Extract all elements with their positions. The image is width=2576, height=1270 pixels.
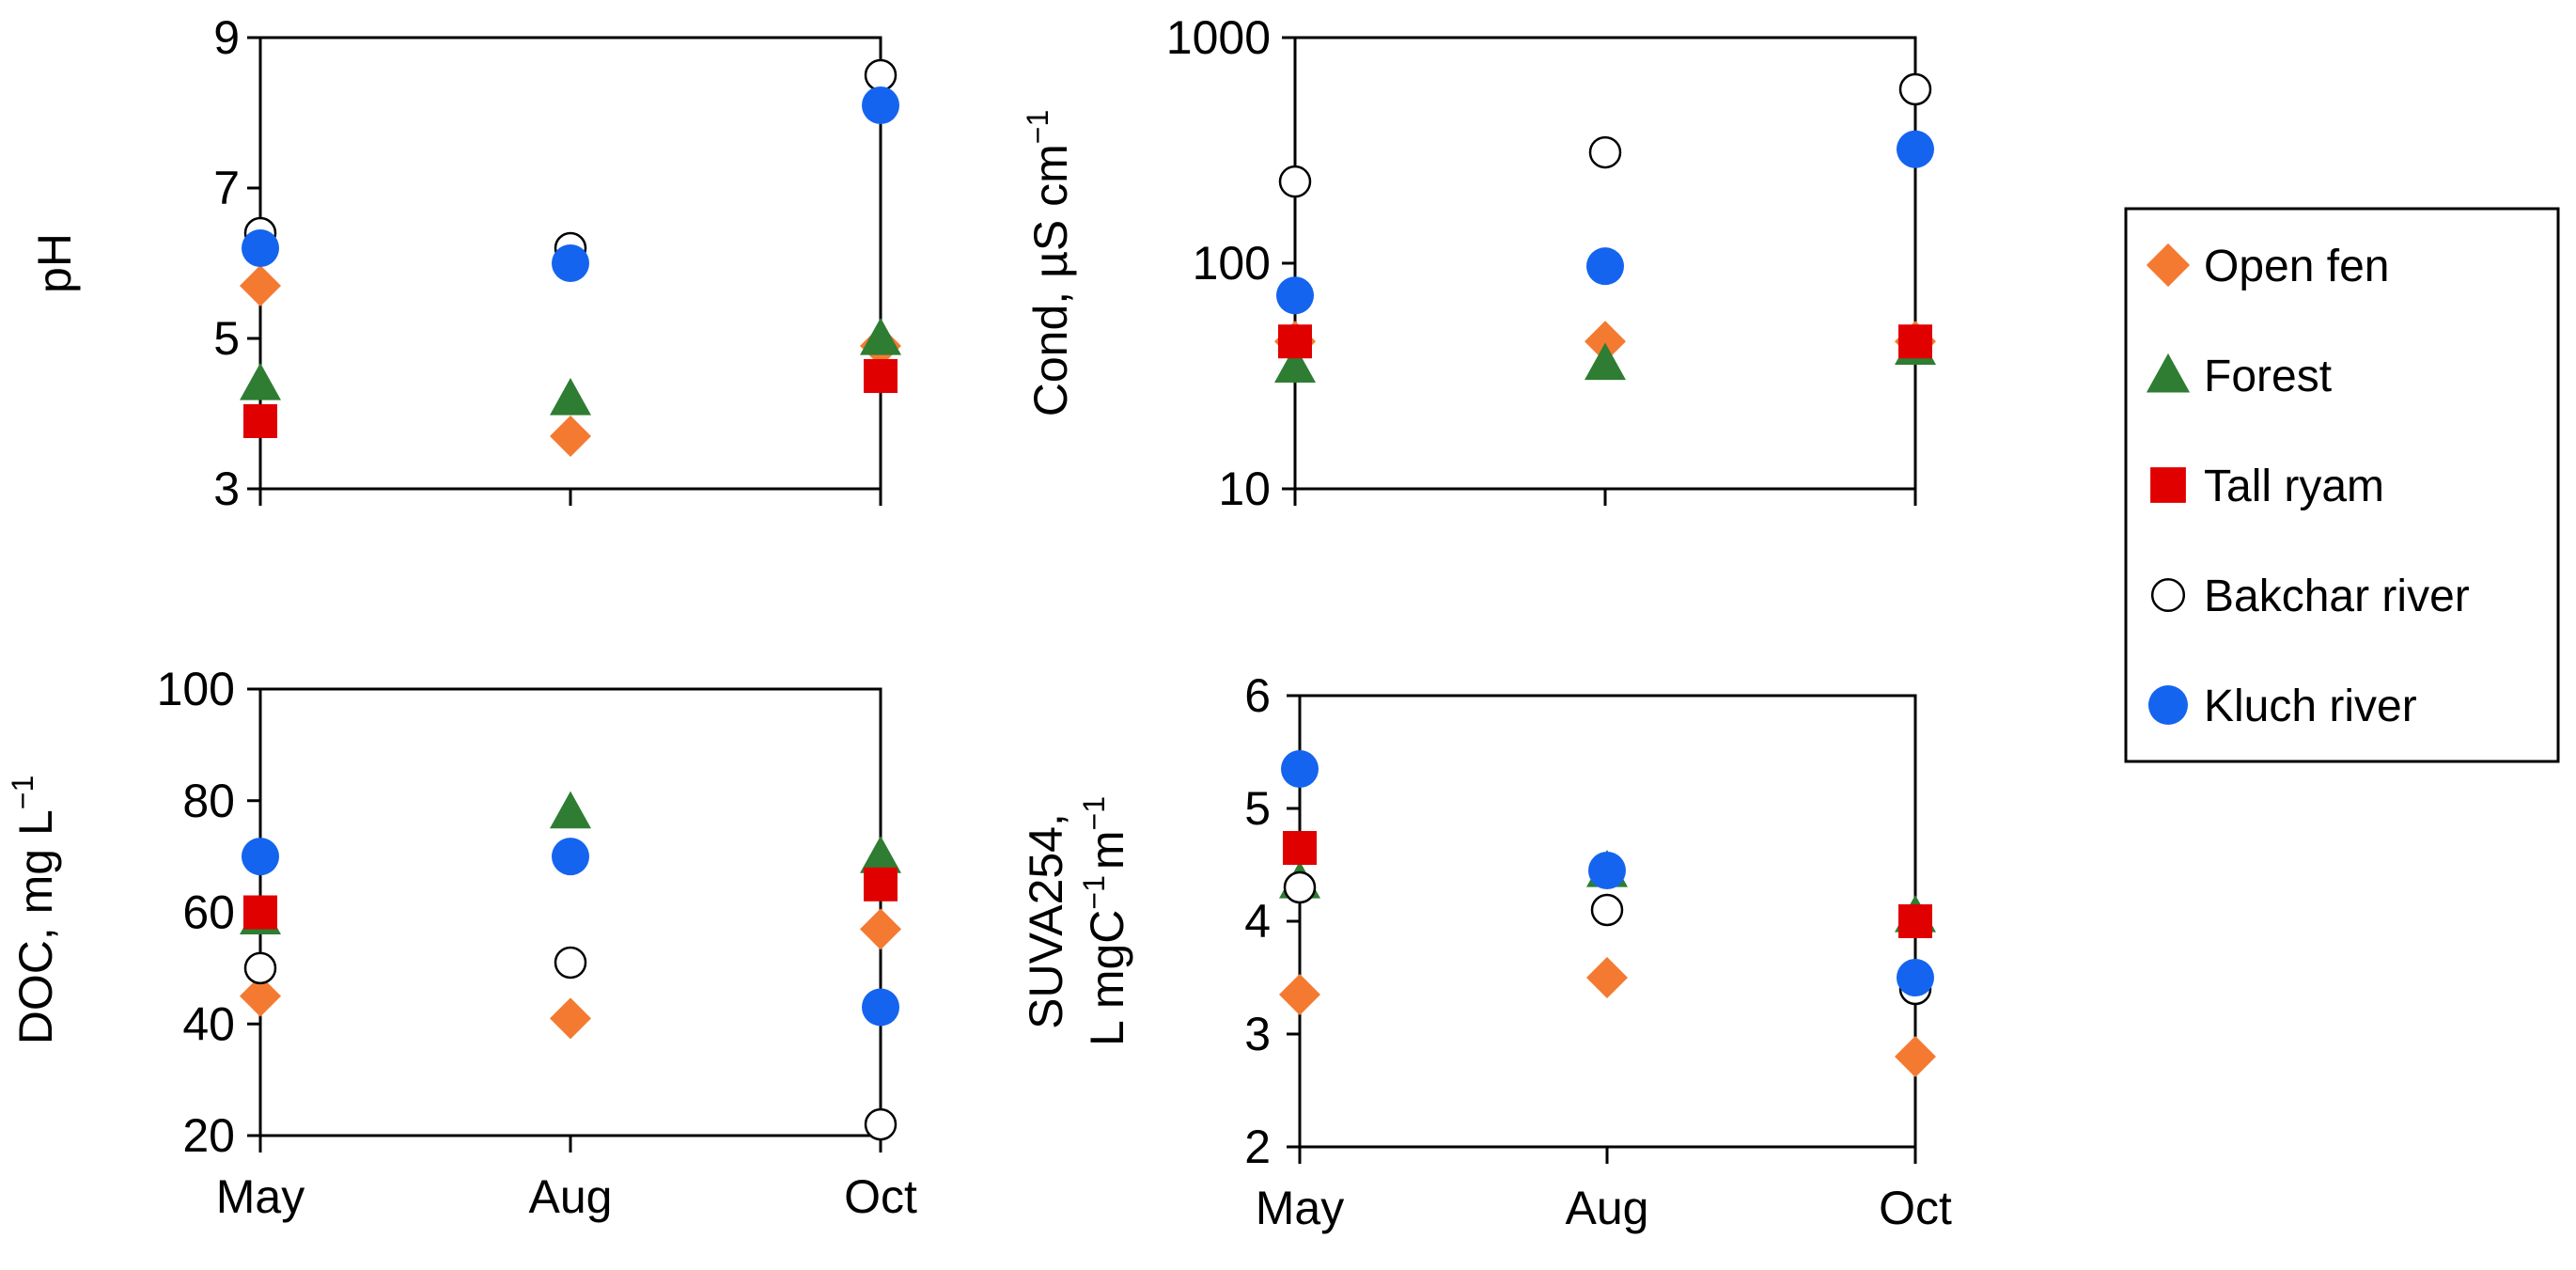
legend-label: Tall ryam	[2204, 462, 2384, 511]
y-axis-title-main: Cond, µS cm	[1024, 144, 1077, 416]
data-point-forest	[860, 318, 901, 355]
data-point-kluch-river	[862, 86, 899, 124]
data-point-bakchar-river	[1278, 165, 1312, 198]
y-tick-label: 2	[1244, 1121, 1271, 1173]
panel-cond: Cond, µS cm−1 1000 100 10	[1021, 11, 1936, 515]
y-axis-title: Cond, µS cm−1	[1021, 110, 1077, 417]
y-tick-label: 20	[182, 1109, 235, 1162]
legend-marker-open-fen	[2146, 243, 2191, 288]
data-point-open-fen	[1279, 974, 1320, 1015]
data-point-tall-ryam	[1898, 324, 1932, 359]
y-tick-label: 4	[1244, 895, 1271, 948]
data-point-tall-ryam	[1278, 324, 1312, 359]
y-axis-title-part-a: L mgC	[1081, 910, 1133, 1046]
panel-doc: DOC, mg L−1 100 80 60 40 20 May Aug Oct	[6, 663, 917, 1223]
y-tick-label: 80	[182, 775, 235, 827]
legend-marker-kluch-river	[2148, 685, 2188, 725]
data-point-open-fen	[1585, 321, 1626, 363]
legend-label: Kluch river	[2204, 682, 2417, 731]
y-tick-label: 5	[1244, 782, 1271, 835]
legend-label: Open fen	[2204, 242, 2389, 291]
data-point-kluch-river	[1586, 247, 1624, 286]
legend-frame	[2124, 207, 2560, 763]
panel-ph: pH 9 7 5 3	[28, 11, 901, 515]
legend-marker-tall-ryam	[2150, 467, 2186, 503]
data-point-forest	[240, 363, 281, 400]
data-point-kluch-river	[242, 229, 279, 267]
y-tick-label: 6	[1244, 669, 1271, 722]
data-point-open-fen	[240, 975, 281, 1017]
data-point-kluch-river	[1897, 959, 1934, 996]
data-point-open-fen	[860, 908, 901, 950]
data-point-open-fen	[550, 415, 591, 457]
x-tick-label: Oct	[1879, 1182, 1952, 1234]
x-tick-label: Aug	[529, 1170, 613, 1223]
data-point-bakchar-river	[1588, 135, 1622, 169]
data-point-forest	[860, 836, 901, 873]
data-point-kluch-river	[1897, 130, 1934, 168]
data-point-kluch-river	[862, 988, 899, 1027]
x-tick-label: Oct	[844, 1170, 917, 1223]
data-point-open-fen	[550, 997, 591, 1040]
y-tick-label: 40	[182, 997, 235, 1050]
data-point-open-fen	[240, 265, 281, 306]
data-point-open-fen	[1586, 957, 1628, 998]
y-axis-title-sup: −1	[1021, 110, 1054, 144]
data-point-tall-ryam	[243, 895, 277, 930]
legend-label: Bakchar river	[2204, 572, 2470, 621]
y-tick-label: 1000	[1166, 11, 1271, 64]
data-point-bakchar-river	[1590, 893, 1624, 927]
x-tick-label: May	[216, 1170, 304, 1223]
data-point-tall-ryam	[864, 867, 898, 902]
data-point-kluch-river	[552, 244, 589, 282]
data-point-kluch-river	[1276, 276, 1314, 315]
legend-label: Forest	[2204, 352, 2332, 401]
data-point-forest	[1274, 345, 1316, 384]
y-tick-label: 3	[1244, 1008, 1271, 1060]
data-point-bakchar-river	[1283, 870, 1317, 904]
y-axis-title-line2: L mgC−1m−1	[1077, 796, 1133, 1046]
y-axis-title-main: DOC, mg L	[9, 809, 62, 1044]
y-axis-title: pH	[28, 233, 81, 293]
data-point-forest	[550, 378, 591, 415]
data-point-kluch-river	[1281, 750, 1319, 788]
y-axis-title-sup-b: −1	[1077, 796, 1111, 830]
legend-marker-forest	[2146, 353, 2191, 393]
y-tick-label: 3	[213, 463, 240, 515]
y-tick-label: 100	[157, 663, 235, 715]
y-axis-title-sup-a: −1	[1077, 875, 1111, 909]
data-point-kluch-river	[552, 838, 589, 876]
y-tick-label: 5	[213, 312, 240, 365]
y-axis-title-sup: −1	[6, 776, 39, 809]
data-point-kluch-river	[1588, 852, 1626, 889]
data-point-forest	[550, 791, 591, 829]
data-point-forest	[1585, 342, 1626, 381]
data-point-bakchar-river	[1898, 72, 1932, 106]
legend-marker-bakchar-river	[2150, 577, 2186, 613]
data-point-tall-ryam	[1283, 831, 1317, 865]
data-point-tall-ryam	[1898, 904, 1932, 938]
y-tick-label: 7	[213, 162, 240, 214]
y-axis-title: DOC, mg L−1	[6, 776, 62, 1045]
y-tick-label: 9	[213, 11, 240, 64]
y-axis-title-part-b: m	[1081, 830, 1133, 870]
legend: Open fen Forest Tall ryam Bakchar river Kluc…	[2124, 207, 2560, 763]
data-point-bakchar-river	[864, 1107, 898, 1141]
data-point-tall-ryam	[864, 359, 898, 393]
y-tick-label: 10	[1218, 463, 1271, 515]
x-tick-label: Aug	[1566, 1182, 1649, 1234]
data-point-tall-ryam	[243, 404, 277, 438]
data-point-kluch-river	[242, 838, 279, 876]
data-point-bakchar-river	[243, 951, 277, 985]
data-point-bakchar-river	[864, 58, 898, 92]
y-axis-title-line1: SUVA254,	[1020, 813, 1072, 1029]
data-point-open-fen	[1895, 1036, 1936, 1077]
y-tick-label: 60	[182, 886, 235, 939]
y-tick-label: 100	[1193, 237, 1271, 290]
data-point-bakchar-river	[554, 946, 587, 980]
x-tick-label: May	[1256, 1182, 1344, 1234]
plot-frame	[258, 687, 882, 1137]
